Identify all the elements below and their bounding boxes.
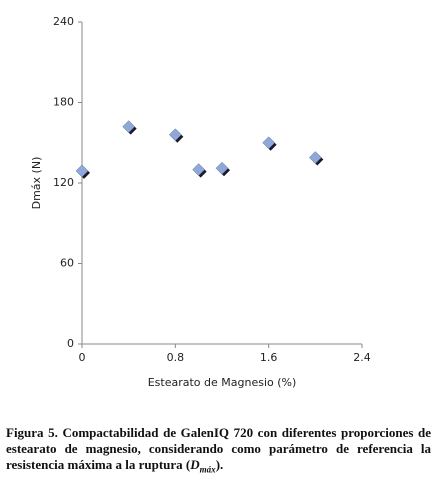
caption-subscript: máx bbox=[199, 464, 216, 475]
caption-end: ). bbox=[215, 457, 224, 472]
caption-text: Figura 5. Compactabilidad de GalenIQ 720… bbox=[6, 425, 431, 472]
marker bbox=[192, 163, 206, 176]
caption-symbol: D bbox=[190, 457, 200, 472]
marker bbox=[262, 136, 276, 150]
y-tick-label: 120 bbox=[53, 176, 74, 189]
marker bbox=[75, 164, 89, 178]
x-tick-label: 1.6 bbox=[260, 351, 278, 364]
y-tick-label: 240 bbox=[53, 15, 74, 28]
marker bbox=[215, 161, 229, 175]
chart: Estearato de Magnesio (%) Dmáx (N) 0 60 12… bbox=[30, 15, 371, 389]
y-tick-label: 60 bbox=[60, 257, 74, 270]
x-tick-label: 2.4 bbox=[353, 351, 371, 364]
y-tick-label: 180 bbox=[53, 96, 74, 109]
x-axis-label: Estearato de Magnesio (%) bbox=[148, 376, 297, 389]
y-axis-label: Dmáx (N) bbox=[30, 157, 43, 210]
x-tick-label: 0.8 bbox=[167, 351, 185, 364]
marker bbox=[308, 151, 322, 164]
marker bbox=[122, 120, 136, 134]
caption: Figura 5. Compactabilidad de GalenIQ 720… bbox=[6, 425, 431, 478]
y-tick-label: 0 bbox=[67, 337, 74, 350]
x-tick-label: 0 bbox=[79, 351, 86, 364]
marker bbox=[168, 128, 182, 142]
